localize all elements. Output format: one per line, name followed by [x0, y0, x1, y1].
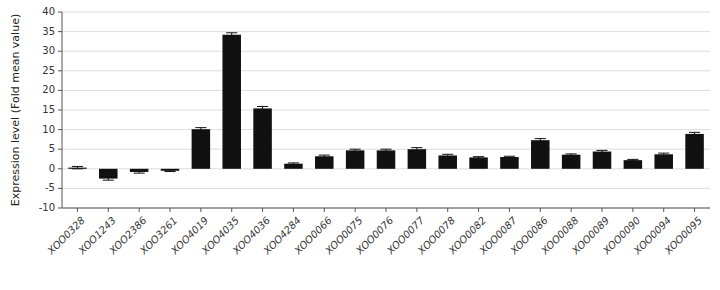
x-tick — [355, 208, 356, 212]
bar — [346, 150, 365, 168]
bar — [377, 150, 396, 168]
y-tick-label: 5 — [49, 143, 55, 154]
y-tick-label: 30 — [42, 45, 55, 56]
error-bar — [658, 153, 669, 155]
x-tick — [293, 208, 294, 212]
y-tick-label: 40 — [42, 6, 55, 17]
error-bar — [442, 154, 453, 156]
x-tick — [571, 208, 572, 212]
x-tick — [262, 208, 263, 212]
x-tick — [602, 208, 603, 212]
x-tick — [231, 208, 232, 212]
error-bar — [473, 157, 484, 159]
y-axis-label: Expression level (Fold mean value) — [9, 14, 22, 206]
error-bar — [380, 149, 391, 151]
grid-line — [62, 12, 710, 13]
y-tick — [58, 70, 62, 71]
bar — [685, 134, 704, 169]
error-bar — [504, 156, 515, 158]
bar — [315, 156, 334, 169]
y-tick — [58, 208, 62, 209]
y-tick-label: 15 — [42, 104, 55, 115]
grid-line — [62, 90, 710, 91]
x-tick — [139, 208, 140, 212]
bar — [500, 157, 519, 169]
y-tick — [58, 31, 62, 32]
bar — [192, 129, 211, 169]
grid-line — [62, 110, 710, 111]
x-tick — [632, 208, 633, 212]
y-tick-label: 35 — [42, 26, 55, 37]
grid-line — [62, 129, 710, 130]
y-tick — [58, 149, 62, 150]
bar — [531, 140, 550, 169]
grid-line — [62, 51, 710, 52]
y-tick-label: 10 — [42, 124, 55, 135]
x-tick — [77, 208, 78, 212]
chart: -10 -5 0 5 10 15 20 25 30 35 40 XOO0328XOO1243XOO23… — [0, 0, 720, 290]
y-tick — [58, 51, 62, 52]
error-bar — [134, 171, 145, 173]
error-bar — [319, 155, 330, 157]
x-tick — [108, 208, 109, 212]
y-tick — [58, 12, 62, 13]
grid-line — [62, 31, 710, 32]
x-tick — [386, 208, 387, 212]
y-tick-label: 25 — [42, 65, 55, 76]
bar — [222, 35, 241, 169]
error-bar — [596, 150, 607, 152]
error-bar — [689, 132, 700, 135]
y-tick-label: -10 — [39, 202, 55, 213]
error-bar — [103, 177, 114, 180]
bar — [438, 155, 457, 168]
x-tick — [694, 208, 695, 212]
error-bar — [72, 166, 83, 168]
grid — [62, 12, 710, 208]
bars — [68, 33, 704, 180]
y-tick — [58, 110, 62, 111]
x-tick — [416, 208, 417, 212]
bar — [654, 154, 673, 169]
bar — [253, 108, 272, 168]
x-tick — [170, 208, 171, 212]
y-axis-line — [62, 12, 63, 208]
x-tick — [447, 208, 448, 212]
y-tick — [58, 168, 62, 169]
error-bar — [411, 148, 422, 151]
bar — [284, 164, 303, 169]
y-tick-label: 20 — [42, 84, 55, 95]
error-bar — [195, 128, 206, 131]
error-bar — [288, 163, 299, 165]
x-tick-label: XOO0095 — [662, 215, 704, 257]
error-bar — [566, 154, 577, 156]
x-tick — [200, 208, 201, 212]
y-tick-label: -5 — [45, 182, 55, 193]
bar — [562, 155, 581, 169]
error-bar — [535, 139, 546, 142]
bar — [593, 152, 612, 169]
error-bar — [257, 106, 268, 110]
y-tick — [58, 188, 62, 189]
x-tick — [324, 208, 325, 212]
grid-line — [62, 70, 710, 71]
bar — [408, 149, 427, 169]
bar — [624, 160, 643, 169]
x-axis: XOO0328XOO1243XOO2386XOO3261XOO4019XOO40… — [45, 208, 710, 257]
x-tick — [509, 208, 510, 212]
x-tick — [663, 208, 664, 212]
error-bar — [350, 149, 361, 151]
error-bar — [627, 159, 638, 161]
y-tick — [58, 129, 62, 130]
grid-line — [62, 188, 710, 189]
x-tick — [478, 208, 479, 212]
y-tick-label: 0 — [49, 163, 55, 174]
error-bar — [226, 33, 237, 37]
error-bar — [164, 170, 175, 172]
bar — [469, 157, 488, 168]
bar — [161, 169, 180, 171]
y-tick — [58, 90, 62, 91]
y-axis: -10 -5 0 5 10 15 20 25 30 35 40 — [39, 6, 62, 213]
x-tick — [540, 208, 541, 212]
